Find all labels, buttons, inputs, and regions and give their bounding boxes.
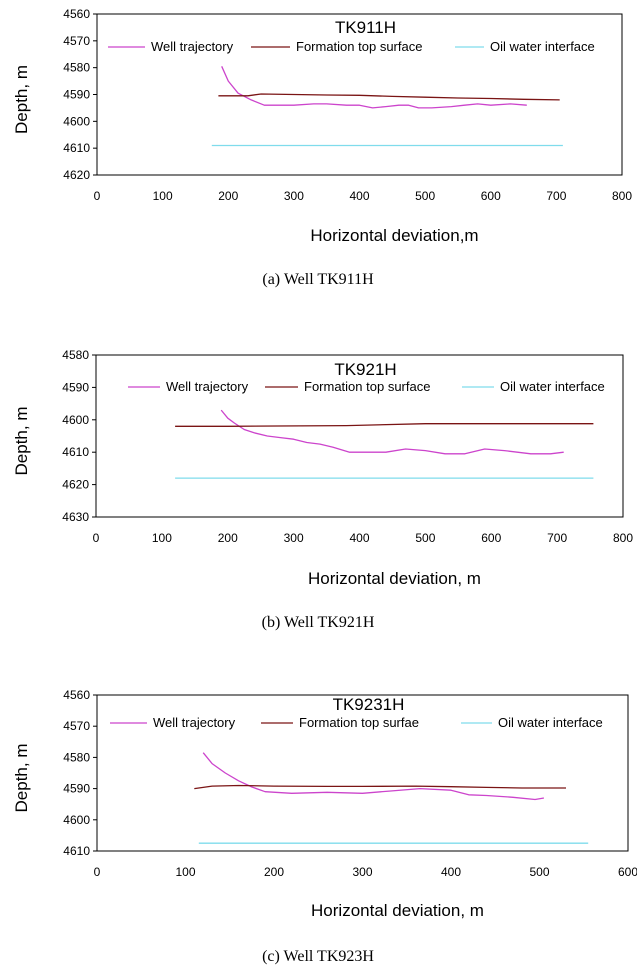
x-tick-label: 100 bbox=[152, 531, 172, 545]
well-trajectory-line bbox=[202, 752, 545, 801]
y-tick-label: 4600 bbox=[63, 813, 90, 827]
legend-well-trajectory-label: Well trajectory bbox=[153, 715, 236, 730]
x-tick-label: 0 bbox=[94, 189, 101, 203]
chart-title: TK9231H bbox=[333, 695, 405, 714]
chart-b-svg: 4580 4590 4600 4610 4620 4630 0 100 200 300 400 500… bbox=[12, 348, 633, 631]
x-tick-label: 400 bbox=[349, 189, 369, 203]
x-tick-label: 300 bbox=[352, 865, 372, 879]
well-trajectory-line bbox=[221, 66, 527, 109]
chart-panel-c: 4560 4570 4580 4590 4600 4610 0 100 200 300 400 500… bbox=[0, 668, 637, 973]
chart-title: TK921H bbox=[334, 360, 396, 379]
x-tick-label: 200 bbox=[218, 531, 238, 545]
x-tick-label: 300 bbox=[284, 531, 304, 545]
y-tick-label: 4580 bbox=[63, 61, 90, 75]
y-tick-label: 4610 bbox=[63, 141, 90, 155]
plot-area bbox=[95, 354, 624, 518]
y-tick-label: 4620 bbox=[62, 478, 89, 492]
formation-top-line bbox=[194, 784, 566, 790]
x-tick-label: 300 bbox=[284, 189, 304, 203]
y-tick-label: 4560 bbox=[63, 7, 90, 21]
y-tick-label: 4580 bbox=[63, 750, 90, 764]
legend-well-trajectory-label: Well trajectory bbox=[151, 39, 234, 54]
y-tick-label: 4590 bbox=[62, 380, 89, 394]
legend-oil-water-interface-label: Oil water interface bbox=[498, 715, 603, 730]
formation-top-line bbox=[218, 93, 560, 101]
x-tick-label: 500 bbox=[415, 189, 435, 203]
x-tick-label: 800 bbox=[613, 531, 633, 545]
y-tick-label: 4630 bbox=[62, 510, 89, 524]
plot-area bbox=[96, 694, 629, 852]
well-trajectory-line bbox=[220, 409, 564, 455]
x-axis-title: Horizontal deviation, m bbox=[308, 569, 481, 588]
y-tick-label: 4590 bbox=[63, 782, 90, 796]
x-tick-label: 200 bbox=[264, 865, 284, 879]
chart-panel-b: 4580 4590 4600 4610 4620 4630 0 100 200 300 400 500… bbox=[0, 330, 637, 650]
legend-oil-water-interface-label: Oil water interface bbox=[490, 39, 595, 54]
x-tick-label: 800 bbox=[612, 189, 632, 203]
y-axis-title: Depth, m bbox=[12, 65, 31, 134]
y-tick-label: 4560 bbox=[63, 688, 90, 702]
legend-formation-top-label: Formation top surface bbox=[296, 39, 422, 54]
y-tick-label: 4610 bbox=[63, 844, 90, 858]
y-axis-title: Depth, m bbox=[12, 744, 31, 813]
x-tick-label: 100 bbox=[153, 189, 173, 203]
x-tick-label: 100 bbox=[175, 865, 195, 879]
y-tick-label: 4610 bbox=[62, 445, 89, 459]
legend-well-trajectory-label: Well trajectory bbox=[166, 379, 249, 394]
formation-top-line bbox=[175, 423, 594, 427]
x-tick-label: 400 bbox=[441, 865, 461, 879]
y-tick-label: 4570 bbox=[63, 719, 90, 733]
chart-c-svg: 4560 4570 4580 4590 4600 4610 0 100 200 300 400 500… bbox=[12, 688, 637, 965]
x-tick-label: 0 bbox=[94, 865, 101, 879]
x-tick-label: 0 bbox=[93, 531, 100, 545]
x-tick-label: 700 bbox=[547, 531, 567, 545]
y-tick-label: 4600 bbox=[63, 114, 90, 128]
x-tick-label: 200 bbox=[218, 189, 238, 203]
y-axis-title: Depth, m bbox=[12, 407, 31, 476]
x-tick-label: 600 bbox=[481, 531, 501, 545]
x-tick-label: 500 bbox=[529, 865, 549, 879]
x-tick-label: 600 bbox=[618, 865, 637, 879]
x-tick-label: 400 bbox=[349, 531, 369, 545]
y-tick-label: 4590 bbox=[63, 88, 90, 102]
legend-formation-top-label: Formation top surface bbox=[304, 379, 430, 394]
x-tick-label: 600 bbox=[481, 189, 501, 203]
x-axis-title: Horizontal deviation,m bbox=[310, 226, 478, 245]
figure-caption: (a) Well TK911H bbox=[262, 271, 374, 288]
figure-caption: (b) Well TK921H bbox=[262, 614, 375, 631]
figure-caption: (c) Well TK923H bbox=[262, 948, 374, 965]
y-tick-label: 4580 bbox=[62, 348, 89, 362]
chart-panel-a: 4560 4570 4580 4590 4600 4610 4620 0 100 200 300 40… bbox=[0, 0, 637, 320]
legend-formation-top-label: Formation top surfae bbox=[299, 715, 419, 730]
legend-oil-water-interface-label: Oil water interface bbox=[500, 379, 605, 394]
y-tick-label: 4600 bbox=[62, 413, 89, 427]
y-tick-label: 4620 bbox=[63, 168, 90, 182]
x-axis-title: Horizontal deviation, m bbox=[311, 901, 484, 920]
y-tick-label: 4570 bbox=[63, 34, 90, 48]
chart-title: TK911H bbox=[335, 18, 396, 37]
x-tick-label: 700 bbox=[546, 189, 566, 203]
x-tick-label: 500 bbox=[415, 531, 435, 545]
chart-a-svg: 4560 4570 4580 4590 4600 4610 4620 0 100 200 300 40… bbox=[12, 7, 632, 288]
